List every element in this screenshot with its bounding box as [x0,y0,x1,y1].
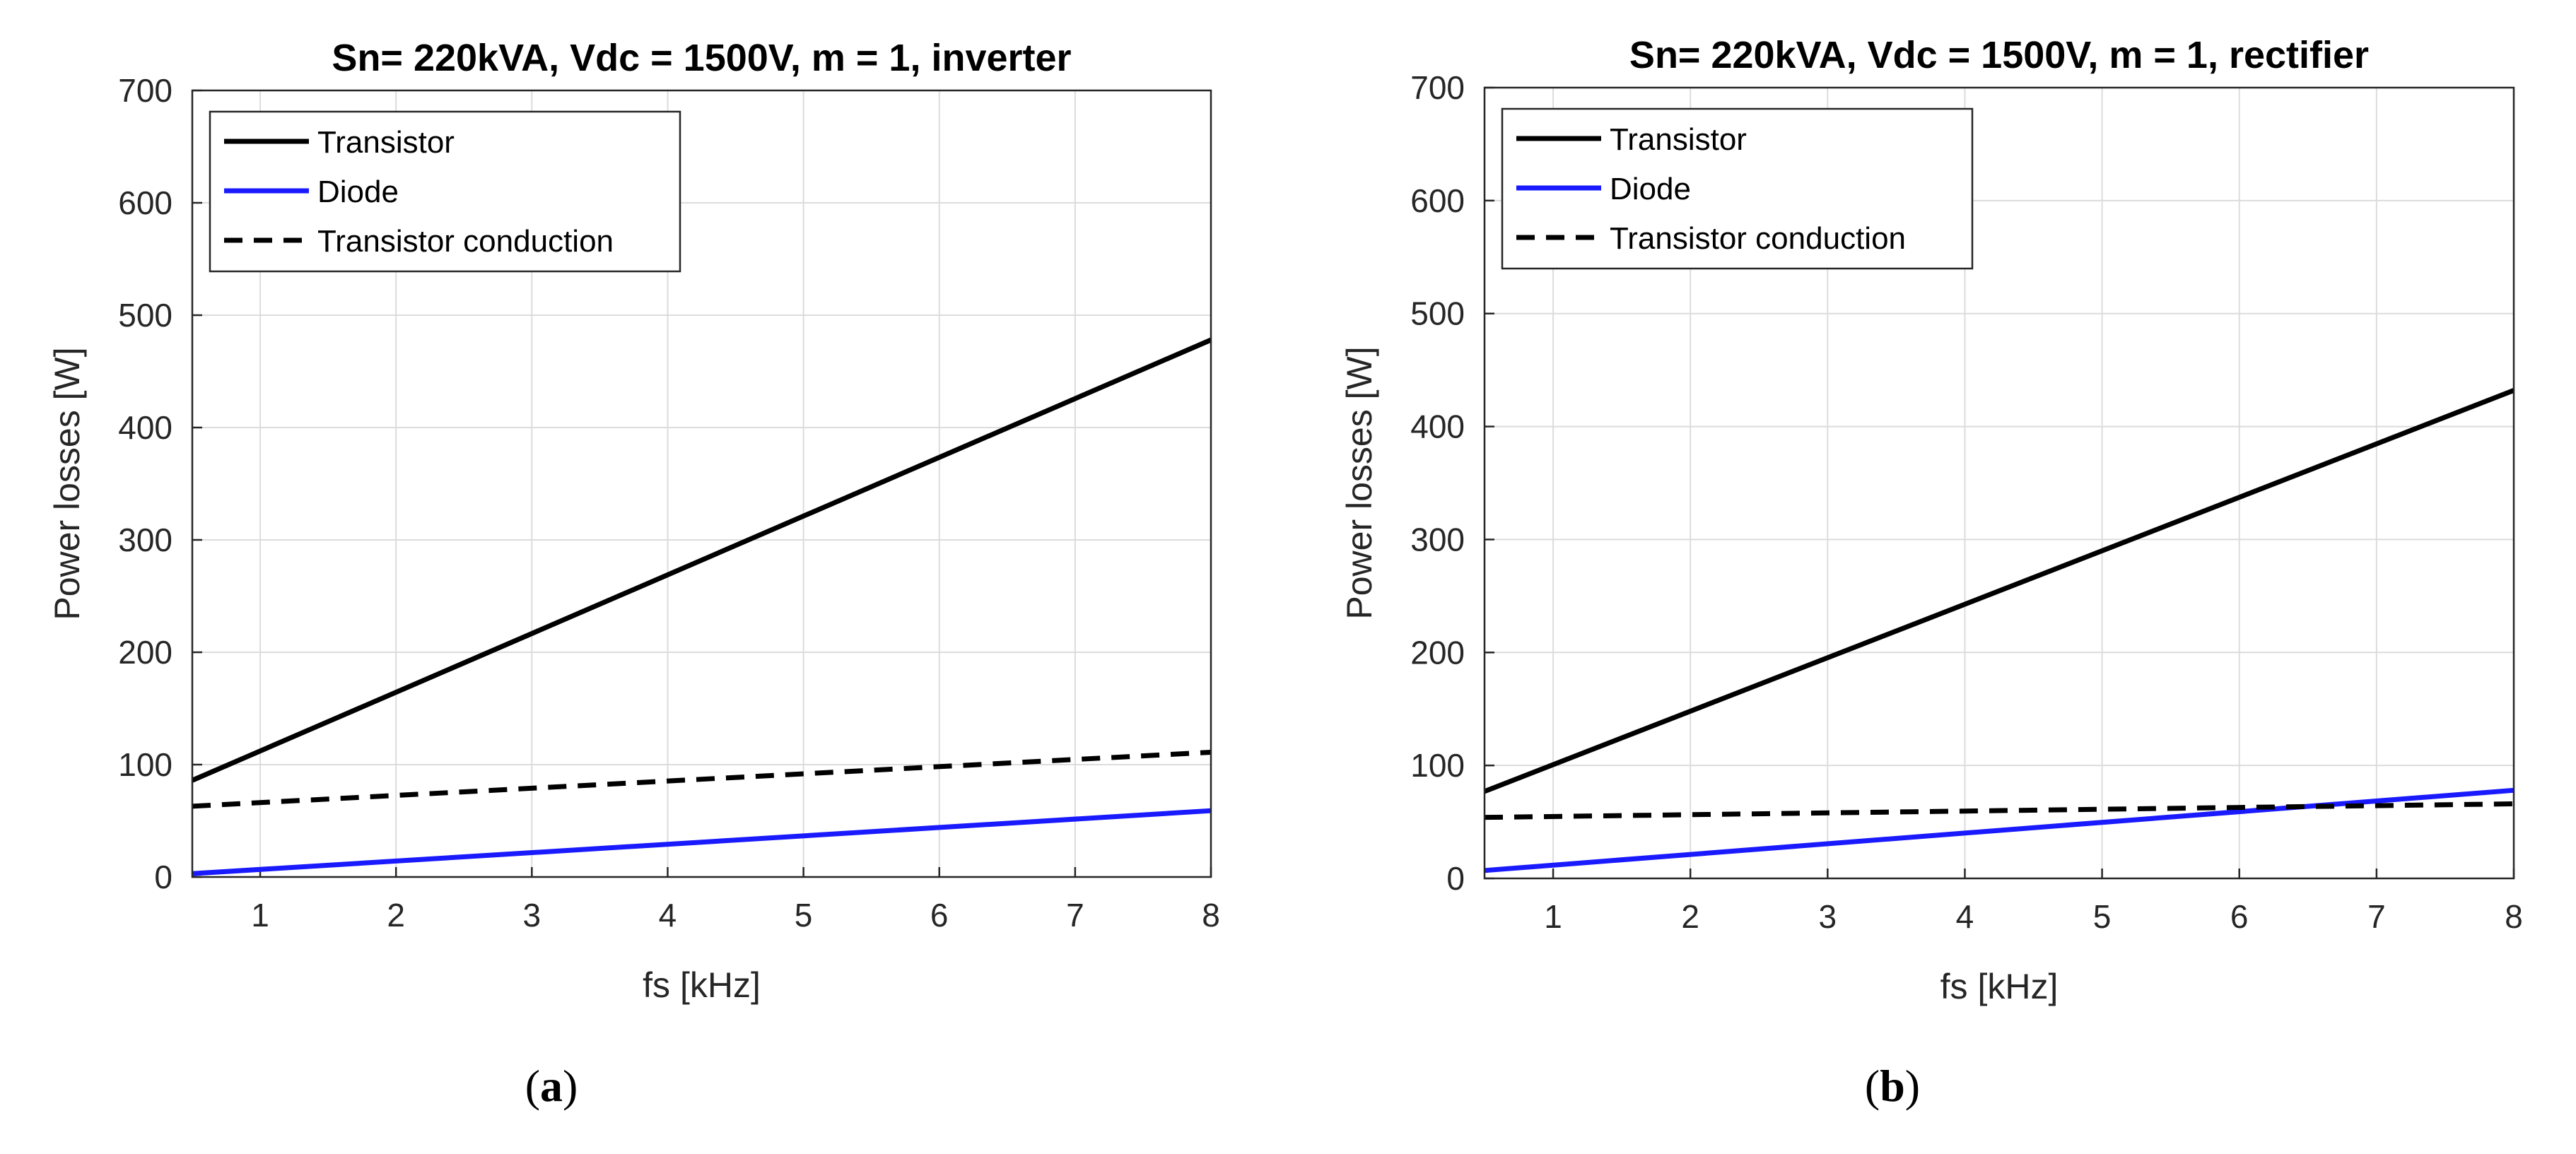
x-tick-label: 2 [387,897,405,934]
y-tick-label: 100 [118,746,172,783]
panel-caption-a: (a) [525,1061,578,1111]
y-tick-label: 0 [154,859,172,895]
x-tick-label: 1 [251,897,269,934]
x-tick-label: 6 [930,897,949,934]
legend-label: Transistor conduction [1610,221,1906,256]
x-tick-label: 5 [795,897,813,934]
x-tick-label: 7 [1066,897,1084,934]
x-tick-label: 3 [523,897,541,934]
axes-box [191,89,1212,878]
panel-label-a: a [540,1061,563,1111]
series-line-transistor-conduction [1484,801,2514,820]
y-tick-label: 200 [1410,634,1465,671]
y-tick-label: 400 [1410,408,1465,445]
x-tick-label: 2 [1681,898,1699,935]
legend-label: Transistor conduction [317,224,614,259]
legend-label: Transistor [1610,122,1747,157]
chart-title: Sn= 220kVA, Vdc = 1500V, m = 1, inverter [332,37,1071,79]
x-tick-label: 6 [2230,898,2249,935]
series-line-diode [192,808,1212,876]
y-tick-label: 600 [1410,182,1465,219]
x-axis-label: fs [kHz] [1940,967,2059,1006]
chart-panel-a: 1 2 3 4 5 6 7 8 0 100 200 300 400 500 600 700 Sn= 220kVA… [47,37,1220,1005]
y-tick-label: 500 [1410,295,1465,332]
y-axis-label: Power losses [W] [47,347,87,620]
y-tick-label: 400 [118,409,172,446]
x-tick-label: 8 [1202,897,1220,934]
series-line-diode [1484,787,2514,873]
y-tick-label: 600 [118,184,172,221]
series-line-transistor [1483,388,2515,794]
legend-label: Diode [1610,172,1691,206]
y-tick-label: 500 [118,297,172,334]
x-axis-label: fs [kHz] [643,965,761,1005]
x-tick-label: 7 [2367,898,2386,935]
x-tick-label: 4 [659,897,677,934]
x-tick-label: 8 [2505,898,2523,935]
chart-panel-b: 1 2 3 4 5 6 7 8 0 100 200 300 400 500 600 700 Sn= 220kVA… [1340,34,2523,1006]
axes-box [1483,86,2515,880]
y-tick-label: 300 [118,522,172,558]
y-tick-label: 700 [118,72,172,109]
y-tick-label: 100 [1410,747,1465,784]
panel-label-b: b [1880,1061,1905,1111]
legend-label: Diode [317,175,399,209]
y-tick-label: 200 [118,634,172,671]
x-tick-label: 4 [1956,898,1974,935]
y-tick-label: 700 [1410,69,1465,106]
y-tick-label: 300 [1410,521,1465,558]
series-line-transistor [191,337,1212,783]
series-line-transistor-conduction [192,750,1212,809]
legend-label: Transistor [317,125,455,160]
y-axis-label: Power losses [W] [1340,346,1379,619]
chart-title: Sn= 220kVA, Vdc = 1500V, m = 1, rectifie… [1629,34,2369,76]
x-tick-label: 5 [2093,898,2112,935]
x-tick-label: 3 [1819,898,1837,935]
panel-caption-b: (b) [1864,1061,1921,1111]
y-tick-label: 0 [1446,860,1465,897]
x-tick-label: 1 [1544,898,1562,935]
